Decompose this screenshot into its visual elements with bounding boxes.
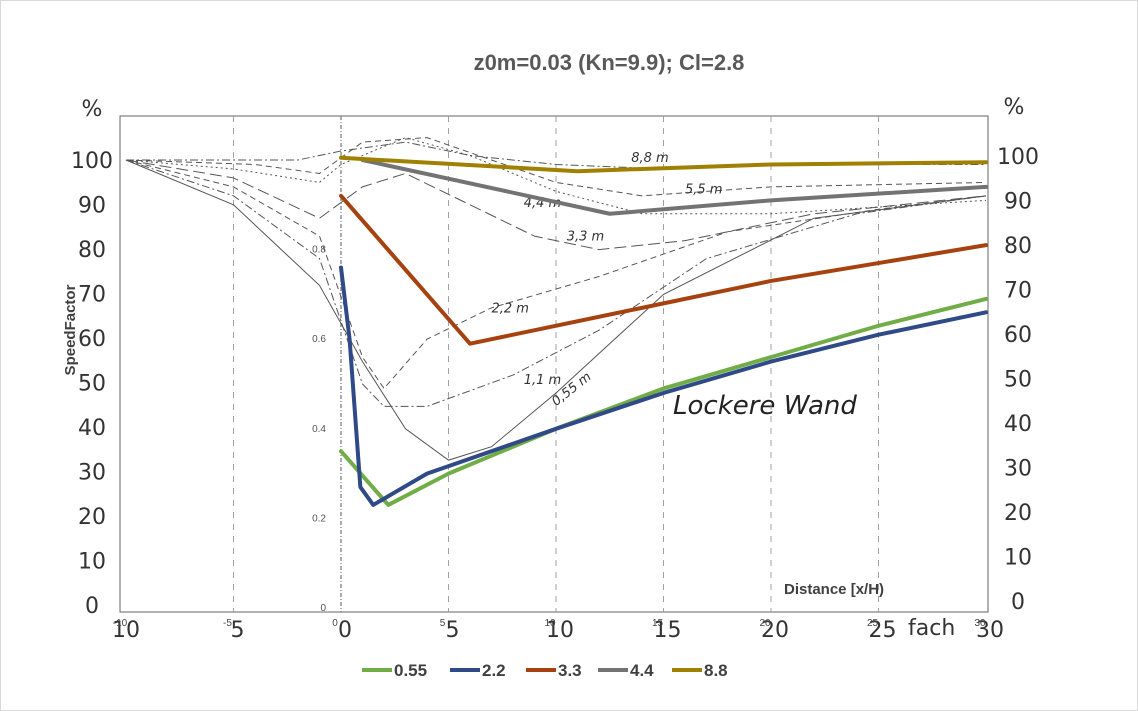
y-tick-right: 30 — [1004, 457, 1032, 482]
scan-curve-label: 1,1 m — [524, 373, 561, 388]
legend-label-2.2: 2.2 — [482, 661, 506, 680]
y-tick-left: 80 — [78, 238, 106, 263]
x-unit-label: fach — [908, 616, 955, 641]
inner-y-tick: 0.4 — [312, 424, 326, 435]
series-line-0.55 — [339, 296, 988, 507]
y-tick-right: 10 — [1004, 546, 1032, 571]
x-tick: 15 — [652, 618, 664, 629]
legend-label-8.8: 8.8 — [704, 661, 728, 680]
inner-y-tick: 0.2 — [312, 513, 326, 524]
legend-label-3.3: 3.3 — [558, 661, 582, 680]
y-tick-right: 60 — [1004, 323, 1032, 348]
scan-tick-labels: 1009080706050403020100100908070605040302… — [71, 145, 1039, 643]
y-tick-left: 60 — [78, 327, 106, 352]
y-tick-right: 70 — [1004, 279, 1032, 304]
x-tick: 0 — [332, 618, 338, 629]
y-tick-left: 50 — [78, 372, 106, 397]
x-tick-scan: 5 — [231, 618, 245, 643]
series-line-4.4 — [360, 158, 988, 216]
scan-curve — [125, 159, 987, 407]
y-tick-right: 90 — [1004, 190, 1032, 215]
scan-curve-label: 5,5 m — [685, 183, 722, 198]
scan-curve-label: 8,8 m — [631, 151, 668, 166]
annotation-lockere-wand: Lockere Wand — [673, 391, 857, 421]
y-tick-right: 50 — [1004, 368, 1032, 393]
series-line-3.3 — [339, 193, 988, 346]
legend-label-4.4: 4.4 — [630, 661, 654, 680]
legend: 0.55 2.2 3.3 4.4 8.8 — [362, 661, 728, 680]
percent-symbol-right: % — [1004, 95, 1025, 120]
y-tick-left: 100 — [71, 149, 113, 174]
inner-y-tick: 0.6 — [312, 334, 326, 345]
y-tick-right: 80 — [1004, 234, 1032, 259]
x-tick: 25 — [867, 618, 879, 629]
y-tick-left: 0 — [85, 594, 99, 619]
scan-curve — [125, 137, 987, 197]
y-tick-right: 0 — [1011, 590, 1025, 615]
series-line-2.2 — [339, 265, 988, 507]
inner-y-tick: 0.8 — [312, 245, 326, 256]
x-tick-scan: 5 — [446, 618, 460, 643]
legend-label-0.55: 0.55 — [394, 661, 427, 680]
y-axis-title: SpeedFactor — [62, 284, 79, 375]
series-line-8.8 — [339, 155, 988, 174]
y-tick-left: 10 — [78, 550, 106, 575]
x-tick-scan: 15 — [654, 618, 682, 643]
vertical-gridlines — [233, 116, 879, 612]
x-tick-scan: 0 — [338, 618, 352, 643]
x-tick: 10 — [544, 618, 556, 629]
y-tick-left: 70 — [78, 283, 106, 308]
scan-curve — [125, 159, 987, 461]
chart-title: z0m=0.03 (Kn=9.9); Cl=2.8 — [474, 50, 745, 75]
y-tick-right: 20 — [1004, 501, 1032, 526]
x-tick-scan: 25 — [869, 618, 897, 643]
overlay-tick-labels: 0.8 0.6 0.4 0.2 0 -10 -5 0 5 10 15 20 25 30 — [113, 245, 986, 629]
scan-curve — [125, 159, 987, 251]
x-tick-scan: 10 — [546, 618, 574, 643]
y-tick-left: 30 — [78, 461, 106, 486]
x-tick-scan: 10 — [112, 618, 140, 643]
y-tick-right: 40 — [1004, 412, 1032, 437]
scan-curve-label: 2,2 m — [492, 301, 529, 316]
y-tick-right: 100 — [997, 145, 1039, 170]
y-tick-left: 40 — [78, 416, 106, 441]
x-tick: 20 — [759, 618, 771, 629]
scan-curve — [125, 137, 987, 215]
background-scan: % % fach Lockere Wand — [82, 95, 1025, 641]
inner-y-tick: 0 — [320, 603, 326, 614]
data-series — [339, 155, 988, 507]
x-tick: -10 — [113, 618, 128, 629]
x-tick: 5 — [440, 618, 446, 629]
y-tick-left: 20 — [78, 505, 106, 530]
percent-symbol-left: % — [82, 97, 103, 122]
y-tick-left: 90 — [78, 194, 106, 219]
scan-plot-border — [119, 115, 989, 613]
x-tick-scan: 20 — [761, 618, 789, 643]
x-axis-title: Distance [x/H) — [784, 581, 884, 598]
x-tick: 30 — [974, 618, 986, 629]
scan-curve — [125, 159, 987, 390]
scan-curve-label: 3,3 m — [567, 230, 604, 245]
x-tick: -5 — [223, 618, 232, 629]
x-tick-scan: 30 — [976, 618, 1004, 643]
